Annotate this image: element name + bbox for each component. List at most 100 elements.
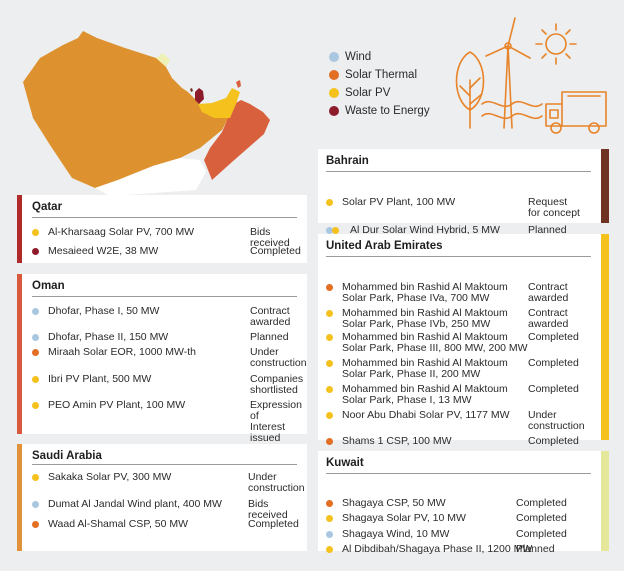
wind-dot-icon: [326, 531, 333, 538]
project-status: Contract awarded: [250, 305, 291, 328]
uae-card: United Arab Emirates Mohammed bin Rashid…: [318, 234, 609, 447]
legend-item-waste-to-energy: Waste to Energy: [329, 102, 430, 120]
project-status: Completed: [516, 497, 567, 509]
legend-label: Wind: [345, 51, 372, 63]
legend-item-solar-pv: Solar PV: [329, 84, 430, 102]
arabian-peninsula-map: [23, 31, 270, 196]
project-status: Under construction: [528, 409, 585, 432]
solar-pv-dot-icon: [326, 199, 333, 206]
waste-to-energy-dot-icon: [32, 248, 39, 255]
project-name: Ibri PV Plant, 500 MW: [48, 373, 152, 385]
title-divider: [32, 464, 297, 465]
card-title: Saudi Arabia: [32, 450, 102, 462]
solar-pv-dot-icon: [326, 360, 333, 367]
solar-pv-dot-icon: [32, 474, 39, 481]
project-name: Mesaieed W2E, 38 MW: [48, 245, 159, 257]
project-status: Under construction: [250, 346, 307, 369]
project-status: Contract awarded: [528, 281, 569, 304]
project-status: Completed: [248, 518, 299, 530]
solar-pv-dot-icon: [32, 229, 39, 236]
project-name: Mohammed bin Rashid Al Maktoum Solar Par…: [342, 281, 508, 304]
solar-thermal-dot-icon: [329, 70, 339, 80]
title-divider: [32, 217, 297, 218]
title-divider: [326, 256, 591, 257]
musandam-tip: [236, 80, 241, 88]
oman-card: Oman Dhofar, Phase I, 50 MW Contract awar…: [17, 274, 307, 444]
project-status: Completed: [528, 435, 579, 447]
legend-label: Waste to Energy: [345, 105, 430, 117]
project-status: Bids received: [250, 226, 290, 249]
solar-thermal-dot-icon: [326, 284, 333, 291]
solar-pv-dot-icon: [326, 412, 333, 419]
project-name: Miraah Solar EOR, 1000 MW-th: [48, 346, 197, 358]
solar-thermal-dot-icon: [32, 349, 39, 356]
card-title: Kuwait: [326, 457, 364, 469]
solar-pv-dot-icon: [326, 310, 333, 317]
sun-icon: [535, 23, 577, 65]
legend-item-wind: Wind: [329, 48, 430, 66]
wind-dot-icon: [329, 52, 339, 62]
project-name: Shagaya Wind, 10 MW: [342, 528, 450, 540]
qatar-card: Qatar Al-Kharsaag Solar PV, 700 MW Bids r…: [17, 195, 307, 263]
yemen-region: [95, 158, 206, 196]
solar-pv-dot-icon: [32, 376, 39, 383]
project-name: Dhofar, Phase II, 150 MW: [48, 331, 169, 343]
tree-icon: [455, 51, 485, 129]
project-status: Expression of Interest issued: [250, 399, 302, 444]
saudi-arabia-card: Saudi Arabia Sakaka Solar PV, 300 MW Unde…: [17, 444, 307, 551]
wind-dot-icon: [32, 501, 39, 508]
project-status: Contract awarded: [528, 307, 569, 330]
project-name: PEO Amin PV Plant, 100 MW: [48, 399, 186, 411]
project-name: Al Dibdibah/Shagaya Phase II, 1200 MW: [342, 543, 533, 555]
solar-thermal-dot-icon: [32, 521, 39, 528]
project-name: Mohammed bin Rashid Al Maktoum Solar Par…: [342, 357, 508, 380]
project-status: Planned: [528, 224, 567, 236]
solar-thermal-dot-icon: [326, 500, 333, 507]
solar-pv-dot-icon: [326, 515, 333, 522]
wind-dot-icon: [326, 227, 333, 234]
project-status: Planned: [516, 543, 555, 555]
project-status: Completed: [250, 245, 301, 257]
project-status: Completed: [516, 528, 567, 540]
project-status: Completed: [528, 383, 579, 395]
card-title: Bahrain: [326, 155, 369, 167]
oman-region: [204, 100, 270, 180]
project-name: Dhofar, Phase I, 50 MW: [48, 305, 160, 317]
title-divider: [326, 171, 591, 172]
solar-pv-dot-icon: [326, 546, 333, 553]
project-name: Dumat Al Jandal Wind plant, 400 MW: [48, 498, 222, 510]
legend-label: Solar Thermal: [345, 69, 418, 81]
legend-item-solar-thermal: Solar Thermal: [329, 66, 430, 84]
project-name: Solar PV Plant, 100 MW: [342, 196, 456, 208]
solar-pv-dot-icon: [32, 402, 39, 409]
saudi-border-line: [152, 164, 183, 179]
project-name: Waad Al-Shamal CSP, 50 MW: [48, 518, 189, 530]
solar-pv-dot-icon: [326, 334, 333, 341]
project-name: Al-Kharsaag Solar PV, 700 MW: [48, 226, 195, 238]
project-status: Completed: [528, 331, 579, 343]
technology-legend: Wind Solar Thermal Solar PV Waste to Ene…: [329, 48, 430, 120]
truck-icon: [545, 91, 607, 134]
bahrain-card: Bahrain Solar PV Plant, 100 MW Request fo…: [318, 149, 609, 236]
project-name: Al Dur Solar Wind Hybrid, 5 MW: [350, 224, 500, 236]
project-name: Noor Abu Dhabi Solar PV, 1177 MW: [342, 409, 510, 421]
title-divider: [326, 473, 591, 474]
uae-region: [198, 88, 240, 118]
project-status: Completed: [516, 512, 567, 524]
card-title: Oman: [32, 280, 65, 292]
card-title: United Arab Emirates: [326, 240, 443, 252]
saudi-arabia-region: [23, 31, 234, 188]
legend-label: Solar PV: [345, 87, 391, 99]
solar-pv-dot-icon: [329, 88, 339, 98]
waste-to-energy-dot-icon: [329, 106, 339, 116]
project-status: Companies shortlisted: [250, 373, 304, 396]
project-name: Mohammed bin Rashid Al Maktoum Solar Par…: [342, 307, 508, 330]
wind-dot-icon: [32, 308, 39, 315]
project-name: Shams 1 CSP, 100 MW: [342, 435, 452, 447]
wind-dot-icon: [32, 334, 39, 341]
project-status: Bids received: [248, 498, 288, 521]
project-status: Request for concept: [528, 196, 580, 219]
solar-pv-dot-icon: [326, 386, 333, 393]
project-name: Mohammed bin Rashid Al Maktoum Solar Par…: [342, 331, 528, 354]
project-name: Shagaya Solar PV, 10 MW: [342, 512, 466, 524]
